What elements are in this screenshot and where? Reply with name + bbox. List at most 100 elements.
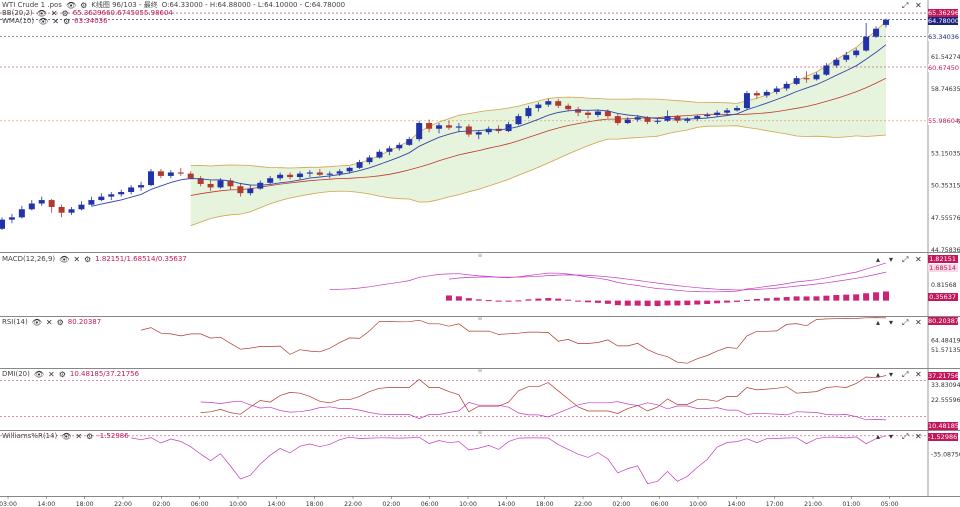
eye-icon[interactable]: 👁 — [38, 16, 49, 26]
candle-body — [883, 19, 889, 25]
candle-body — [217, 180, 224, 188]
macd-histogram-bar — [863, 293, 870, 301]
candle-body — [78, 204, 85, 210]
candle-body — [287, 174, 294, 178]
candle-body — [515, 116, 522, 125]
close-icon[interactable]: ✕ — [50, 8, 58, 18]
candle-body — [227, 180, 234, 187]
move-down-icon[interactable]: ▾ — [889, 370, 894, 379]
close-icon[interactable]: ✕ — [915, 370, 922, 379]
move-down-icon[interactable]: ▾ — [889, 255, 894, 264]
time-axis-label: 14:00 — [37, 501, 55, 507]
candle-body — [68, 209, 75, 213]
time-axis-label: 22:00 — [344, 501, 362, 507]
close-icon[interactable]: ✕ — [915, 318, 922, 327]
candle-body — [306, 172, 313, 174]
gear-icon[interactable]: ⚙ — [86, 431, 94, 441]
close-icon[interactable]: ✕ — [75, 431, 83, 441]
close-icon[interactable]: ✕ — [915, 1, 922, 10]
expand-icon[interactable]: ⤢ — [902, 255, 909, 264]
time-axis-label: 06:00 — [191, 501, 209, 507]
time-axis-label: 18:00 — [76, 501, 94, 507]
panel-resize-handle: ≡ — [477, 252, 482, 259]
candle-body — [346, 167, 353, 172]
expand-icon[interactable]: ⤢ — [902, 370, 909, 379]
close-icon[interactable]: ✕ — [48, 369, 55, 379]
price-axis-label: 58.74635 — [931, 86, 960, 93]
eye-icon[interactable]: 👁 — [31, 317, 42, 327]
candle-body — [575, 109, 582, 113]
time-axis-label: 02:00 — [382, 501, 400, 507]
candle-body — [863, 36, 870, 51]
macd-histogram-bar — [505, 300, 512, 302]
gear-icon[interactable]: ⚙ — [84, 254, 92, 264]
macd-histogram-bar — [853, 294, 860, 301]
move-up-icon[interactable]: ▴ — [876, 255, 881, 264]
macd-histogram-bar — [445, 295, 452, 301]
gear-icon[interactable]: ⚙ — [56, 317, 64, 327]
candle-body — [604, 111, 611, 117]
candle-body — [8, 217, 15, 220]
candle-body — [644, 117, 651, 122]
time-axis-label: 03:00 — [0, 501, 17, 507]
macd-histogram-bar — [674, 300, 681, 306]
rsi-axis-label: 51.57135 — [931, 347, 960, 354]
macd-histogram-bar — [773, 297, 780, 301]
move-up-icon[interactable]: ▴ — [876, 318, 881, 327]
close-icon[interactable]: ✕ — [52, 16, 59, 26]
time-axis-label: 10:00 — [229, 501, 247, 507]
main-header-row: WTI Crude 1 .pos 👁 ⚙ K线图 96/103 - 最终 O:6… — [2, 0, 345, 11]
candle-body — [0, 219, 5, 229]
macd-histogram-bar — [724, 300, 731, 303]
close-icon[interactable]: ✕ — [915, 432, 922, 441]
gear-icon[interactable]: ⚙ — [62, 16, 71, 26]
macd-histogram-bar — [873, 292, 880, 301]
time-axis-label: 10:00 — [459, 501, 477, 507]
close-icon[interactable]: ✕ — [45, 317, 53, 327]
move-up-icon[interactable]: ▴ — [876, 432, 881, 441]
candle-body — [684, 118, 691, 121]
candle-body — [406, 139, 413, 145]
macd-histogram-bar — [455, 296, 462, 301]
wma-value: 63.34036 — [74, 17, 108, 25]
wr-header-row: Williams%R(14) 👁 ✕ ⚙ -1.52986 — [2, 431, 129, 442]
gear-icon[interactable]: ⚙ — [80, 0, 88, 10]
eye-icon[interactable]: 👁 — [36, 8, 47, 18]
macd-histogram-bar — [793, 296, 800, 301]
eye-icon[interactable]: 👁 — [59, 254, 70, 264]
time-axis-label: 14:00 — [497, 501, 515, 507]
wma-line — [91, 44, 887, 207]
expand-icon[interactable]: ⤢ — [902, 1, 909, 10]
candle-body — [247, 188, 254, 194]
candle-body — [396, 144, 403, 149]
eye-icon[interactable]: 👁 — [33, 369, 45, 379]
close-icon[interactable]: ✕ — [73, 254, 81, 264]
candle-body — [38, 200, 45, 204]
candle-body — [88, 200, 95, 205]
macd-histogram-bar — [594, 300, 601, 303]
gear-icon[interactable]: ⚙ — [61, 8, 69, 18]
expand-icon[interactable]: ⤢ — [902, 432, 909, 441]
move-up-icon[interactable]: ▴ — [876, 370, 881, 379]
eye-icon[interactable]: 👁 — [61, 431, 72, 441]
macd-histogram-bar — [684, 300, 691, 306]
macd-histogram-bar — [604, 300, 611, 304]
panel-resize-handle: ≡ — [477, 367, 482, 374]
macd-histogram-bar — [803, 296, 810, 301]
macd-histogram-bar — [475, 299, 482, 301]
candle-body — [197, 178, 204, 184]
move-down-icon[interactable]: ▾ — [889, 318, 894, 327]
last-price-badge: 64.78000 — [928, 17, 960, 25]
candle-body — [724, 110, 731, 113]
candle-body — [376, 151, 383, 158]
expand-icon[interactable]: ⤢ — [902, 318, 909, 327]
candle-body — [525, 108, 532, 117]
eye-icon[interactable]: 👁 — [65, 0, 77, 10]
dmi-values: 10.48185/37.21756 — [69, 370, 140, 378]
candle-body — [704, 114, 711, 117]
move-down-icon[interactable]: ▾ — [889, 432, 894, 441]
price-axis-label: 44.75836 — [931, 247, 960, 254]
close-icon[interactable]: ✕ — [915, 255, 922, 264]
gear-icon[interactable]: ⚙ — [58, 369, 66, 379]
